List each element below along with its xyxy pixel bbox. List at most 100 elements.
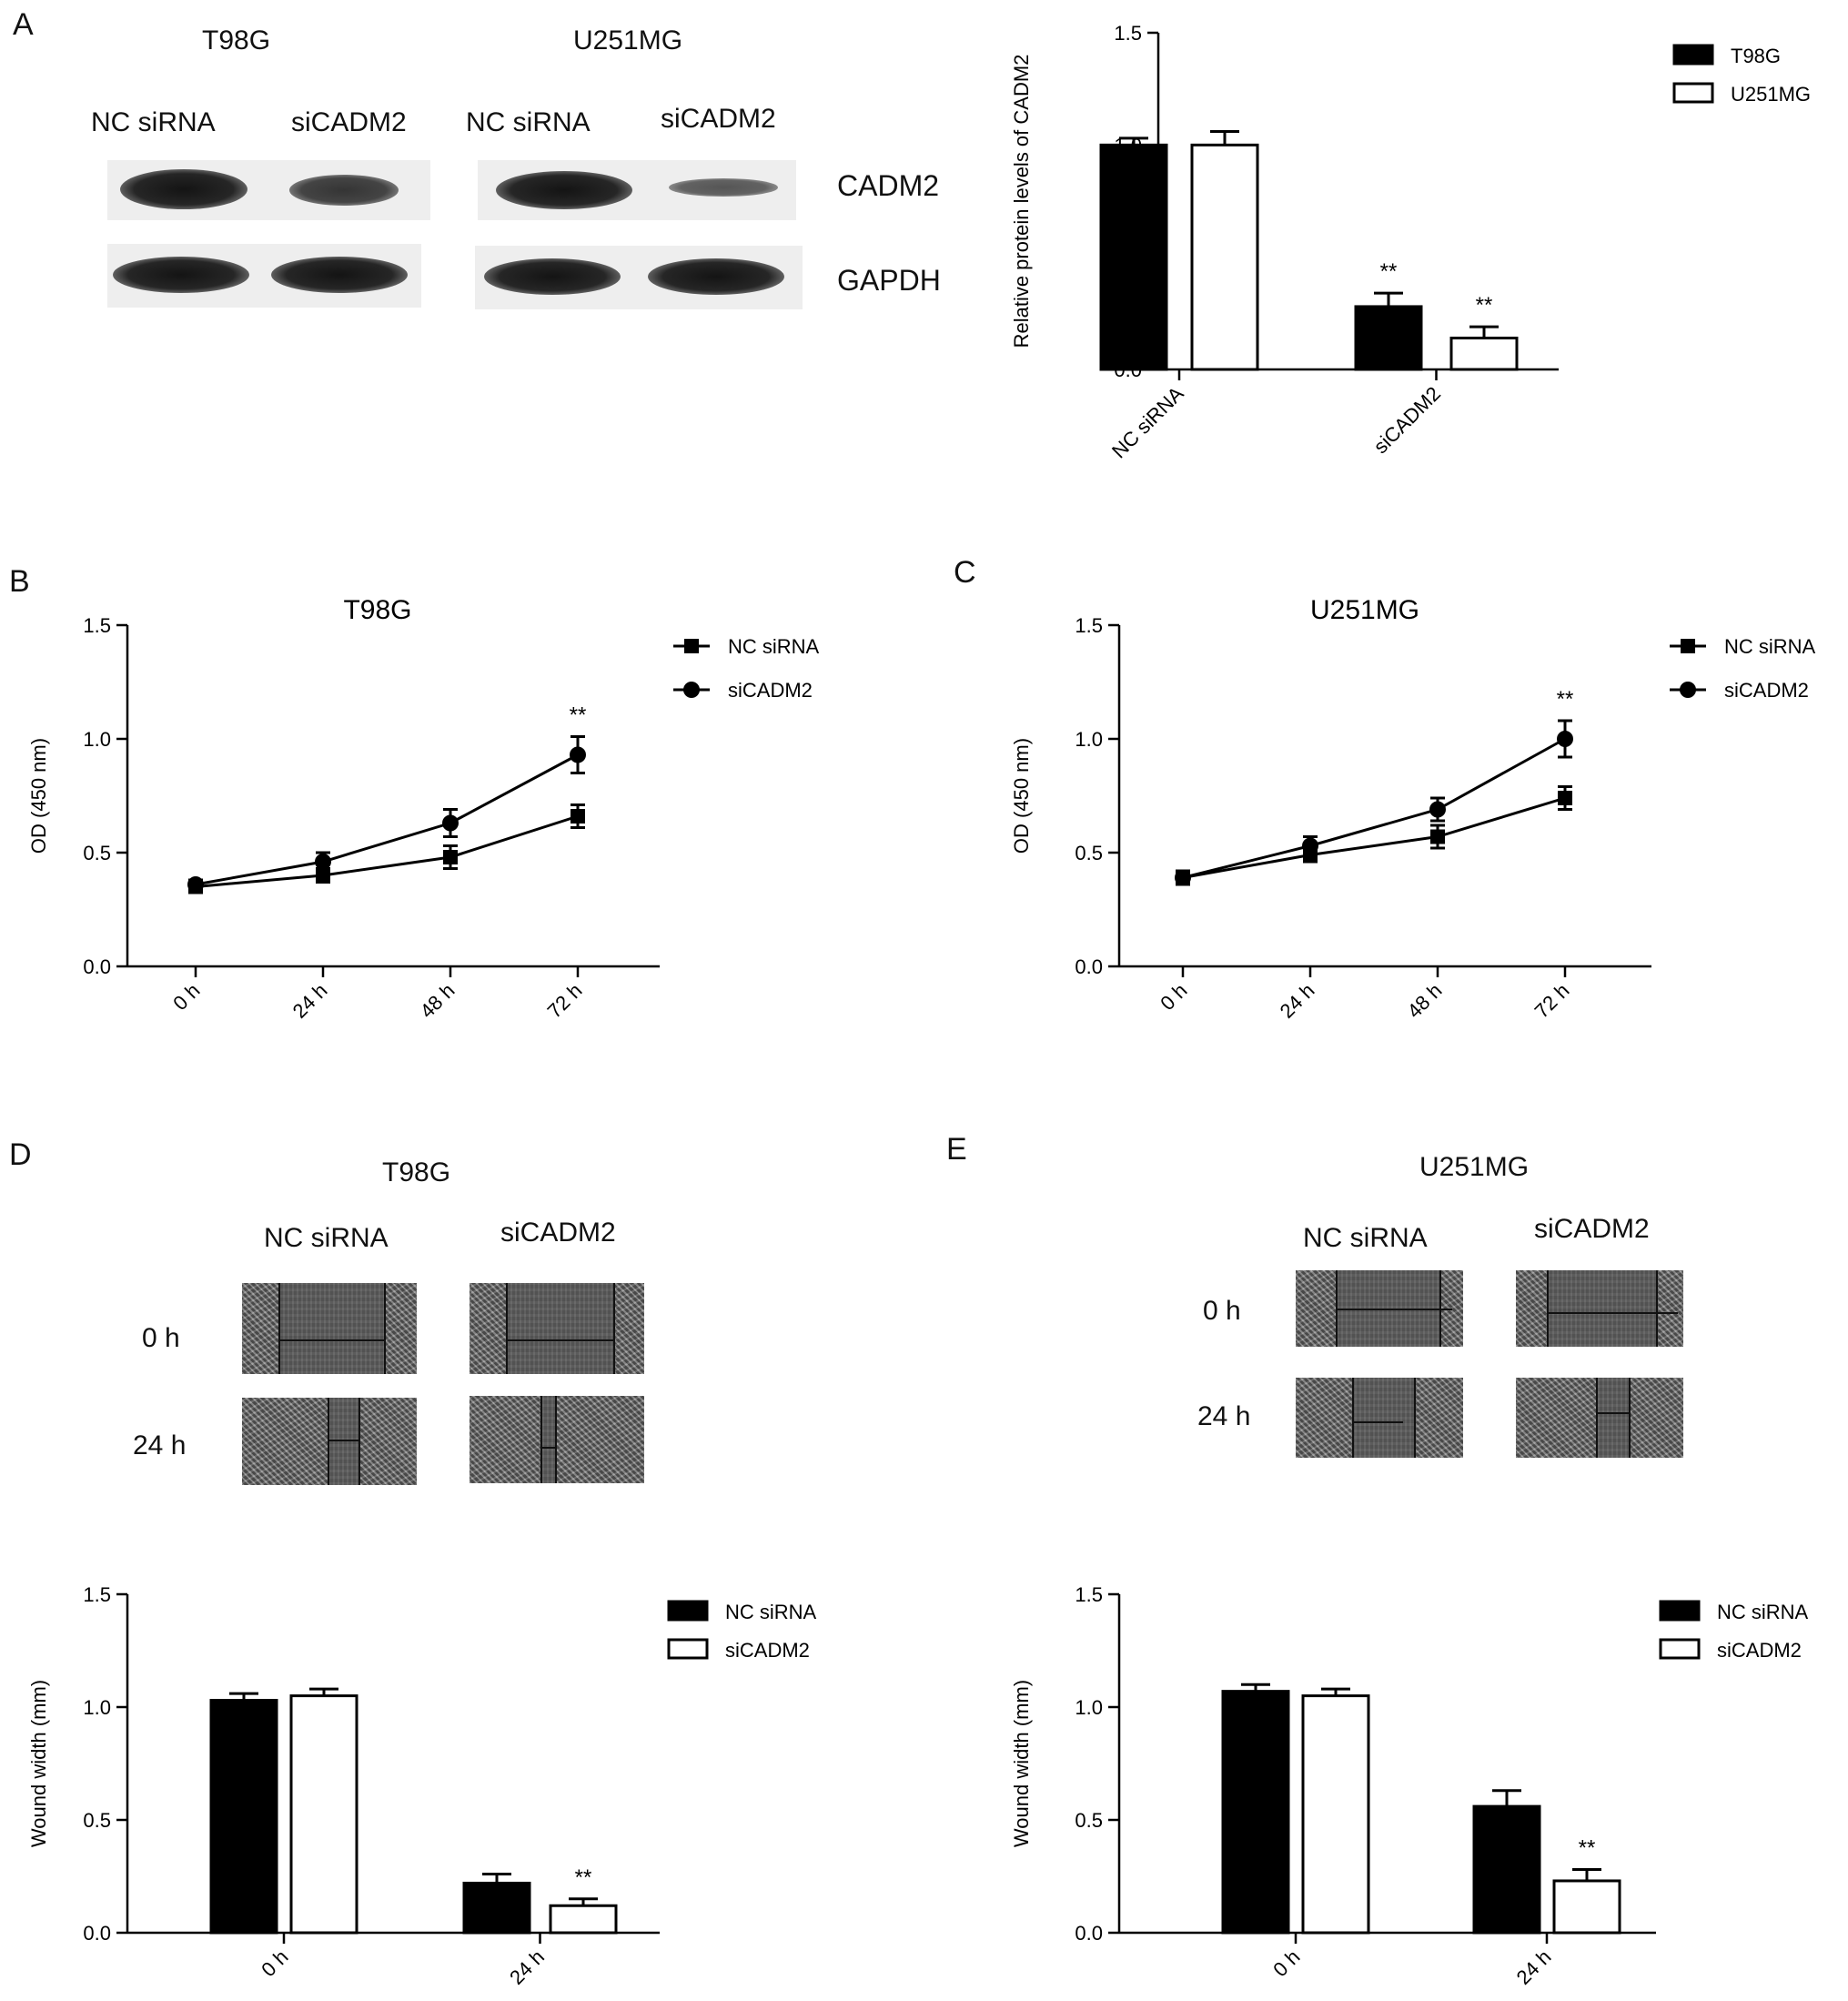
- chart-title: T98G: [343, 595, 411, 625]
- wound-edge-line: [1547, 1270, 1549, 1347]
- x-tick-label: NC siRNA: [1107, 382, 1188, 463]
- cell-region: [386, 1283, 417, 1374]
- legend-marker: [684, 639, 699, 653]
- chart-b-t98g-proliferation: 0.0 0.5 1.0 1.5 OD (450 nm) T98G 0 h 24 h 48 h 72…: [27, 595, 820, 1023]
- wound-edge-line: [555, 1396, 557, 1483]
- y-tick-label: 0.5: [83, 842, 111, 864]
- wound-edge-line: [613, 1283, 615, 1374]
- cell-region: [470, 1396, 542, 1483]
- blot-band: [484, 258, 621, 295]
- wound-image-t98g-si-24h: [470, 1396, 644, 1483]
- bar: [1221, 1690, 1290, 1935]
- series-line: [195, 814, 579, 888]
- wound-width-line: [542, 1447, 555, 1449]
- y-tick-label: 0.0: [83, 1922, 111, 1945]
- wound-edge-line: [328, 1398, 329, 1485]
- cell-region: [557, 1396, 644, 1483]
- wound-image-u251mg-nc-0h: [1296, 1270, 1463, 1347]
- cell-region: [1296, 1270, 1336, 1347]
- legend-label: NC siRNA: [725, 1601, 817, 1623]
- panel-label-c: C: [954, 555, 976, 590]
- panel-label-d: D: [9, 1137, 32, 1172]
- cell-region: [1631, 1378, 1683, 1458]
- series-line: [195, 753, 579, 886]
- data-point-square: [571, 809, 585, 824]
- wound-edge-line: [1414, 1378, 1416, 1458]
- data-point-circle: [442, 814, 459, 832]
- data-point-square: [1558, 791, 1572, 805]
- wound-edge-line: [358, 1398, 360, 1485]
- wound-edge-line: [384, 1283, 386, 1374]
- y-axis-label: Wound width (mm): [1010, 1680, 1033, 1847]
- wound-width-line: [329, 1440, 358, 1441]
- y-tick-label: 0.5: [1075, 1809, 1103, 1832]
- blot-lane-label: siCADM2: [661, 104, 776, 134]
- x-tick-label: 24 h: [288, 979, 332, 1023]
- y-tick-label: 1.5: [1075, 1583, 1103, 1606]
- x-tick-label: 24 h: [505, 1945, 549, 1989]
- significance-marker: **: [1380, 259, 1398, 284]
- wound-edge-line: [506, 1283, 508, 1374]
- blot-row-label-cadm2: CADM2: [837, 169, 940, 202]
- bar: [209, 1699, 278, 1935]
- y-tick-label: 0.0: [83, 955, 111, 978]
- wound-col-label: siCADM2: [500, 1218, 616, 1248]
- chart-d-t98g-wound-width: 0.0 0.5 1.0 1.5 Wound width (mm) 0 h 24 h ** NC …: [27, 1583, 817, 1989]
- wound-title-u251mg: U251MG: [1419, 1152, 1530, 1182]
- x-tick-label: 0 h: [168, 979, 204, 1015]
- bar: [1190, 143, 1259, 371]
- blot-strip-gapdh-u251mg: [475, 246, 803, 309]
- bar: [289, 1694, 358, 1935]
- cell-region: [242, 1283, 280, 1374]
- y-tick-label: 0.0: [1075, 1922, 1103, 1945]
- wound-width-line: [280, 1339, 384, 1341]
- y-tick-label: 1.0: [83, 1696, 111, 1719]
- blot-row-label-gapdh: GAPDH: [837, 264, 941, 297]
- x-tick-label: 0 h: [1156, 979, 1191, 1015]
- wound-image-t98g-nc-0h: [242, 1283, 417, 1374]
- data-point-circle: [1175, 869, 1191, 886]
- y-tick-label: 1.0: [1075, 1696, 1103, 1719]
- legend-label: siCADM2: [1724, 679, 1809, 702]
- wound-image-t98g-nc-24h: [242, 1398, 417, 1485]
- bar: [1301, 1694, 1370, 1935]
- cell-region: [1296, 1378, 1354, 1458]
- blot-cellline-u251mg: U251MG: [573, 25, 683, 56]
- chart-c-u251mg-proliferation: 0.0 0.5 1.0 1.5 OD (450 nm) U251MG 0 h 24 h 48 h…: [1010, 595, 1816, 1023]
- data-point-square: [443, 850, 458, 864]
- data-point-square: [1430, 829, 1445, 844]
- wound-width-line: [1549, 1312, 1678, 1314]
- y-axis-label: Relative protein levels of CADM2: [1010, 55, 1033, 349]
- panel-label-a: A: [13, 7, 34, 42]
- bar: [1354, 305, 1423, 371]
- y-tick-label: 0.5: [1075, 842, 1103, 864]
- wound-image-u251mg-nc-24h: [1296, 1378, 1463, 1458]
- chart-e-u251mg-wound-width: 0.0 0.5 1.0 1.5 Wound width (mm) 0 h 24 h ** NC …: [1010, 1583, 1809, 1989]
- legend-label: NC siRNA: [1724, 635, 1816, 658]
- wound-col-label: siCADM2: [1534, 1214, 1650, 1244]
- wound-edge-line: [540, 1396, 542, 1483]
- wound-width-line: [1598, 1412, 1629, 1414]
- significance-marker: **: [1579, 1836, 1596, 1861]
- blot-strip-cadm2-t98g: [107, 160, 430, 220]
- series-line: [1182, 796, 1566, 879]
- blot-strip-cadm2-u251mg: [478, 160, 796, 220]
- wound-col-label: NC siRNA: [264, 1223, 389, 1253]
- legend-swatch: [1672, 82, 1714, 104]
- data-point-circle: [570, 746, 586, 763]
- significance-marker: **: [570, 703, 587, 728]
- cell-region: [1441, 1270, 1463, 1347]
- cell-region: [360, 1398, 417, 1485]
- x-tick-label: siCADM2: [1369, 382, 1445, 458]
- bar: [549, 1904, 618, 1935]
- legend-marker: [1681, 639, 1695, 653]
- y-tick-label: 1.0: [1075, 728, 1103, 751]
- legend-label: U251MG: [1731, 83, 1811, 106]
- data-point-circle: [1302, 837, 1318, 854]
- significance-marker: **: [1476, 293, 1493, 318]
- x-tick-label: 72 h: [1530, 979, 1574, 1023]
- y-axis-label: Wound width (mm): [27, 1680, 50, 1847]
- y-tick-label: 0.0: [1075, 955, 1103, 978]
- data-point-circle: [187, 876, 204, 893]
- wound-row-label: 0 h: [1203, 1296, 1241, 1326]
